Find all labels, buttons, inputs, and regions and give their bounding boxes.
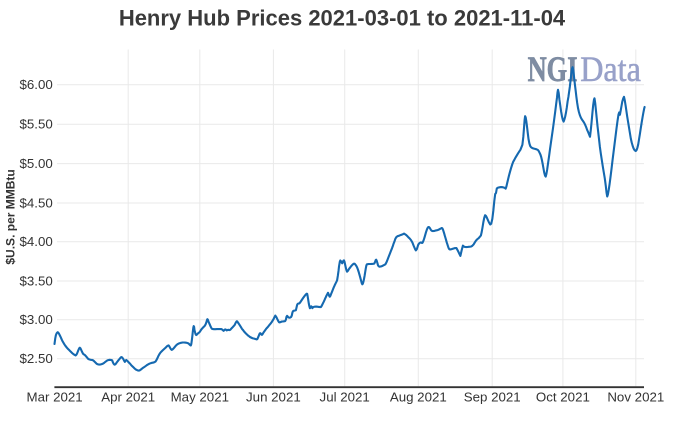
svg-text:$U.S. per MMBtu: $U.S. per MMBtu	[4, 169, 18, 264]
svg-text:$4.00: $4.00	[20, 234, 53, 249]
svg-text:Sep 2021: Sep 2021	[464, 389, 521, 404]
svg-text:$6.00: $6.00	[20, 77, 53, 92]
svg-text:$4.50: $4.50	[20, 195, 53, 210]
svg-text:$5.00: $5.00	[20, 156, 53, 171]
svg-text:Aug 2021: Aug 2021	[390, 389, 447, 404]
svg-text:May 2021: May 2021	[171, 389, 229, 404]
svg-text:$2.50: $2.50	[20, 351, 53, 366]
svg-text:$3.00: $3.00	[20, 312, 53, 327]
svg-text:Apr 2021: Apr 2021	[101, 389, 155, 404]
svg-text:$5.50: $5.50	[20, 117, 53, 132]
svg-text:Nov 2021: Nov 2021	[607, 389, 664, 404]
svg-text:Jun 2021: Jun 2021	[246, 389, 301, 404]
svg-text:Oct 2021: Oct 2021	[536, 389, 590, 404]
svg-text:Henry Hub Prices 2021-03-01 to: Henry Hub Prices 2021-03-01 to 2021-11-0…	[119, 5, 566, 30]
svg-text:$3.50: $3.50	[20, 273, 53, 288]
svg-text:Jul 2021: Jul 2021	[320, 389, 370, 404]
svg-text:Data: Data	[580, 49, 641, 89]
svg-text:Mar 2021: Mar 2021	[27, 389, 83, 404]
